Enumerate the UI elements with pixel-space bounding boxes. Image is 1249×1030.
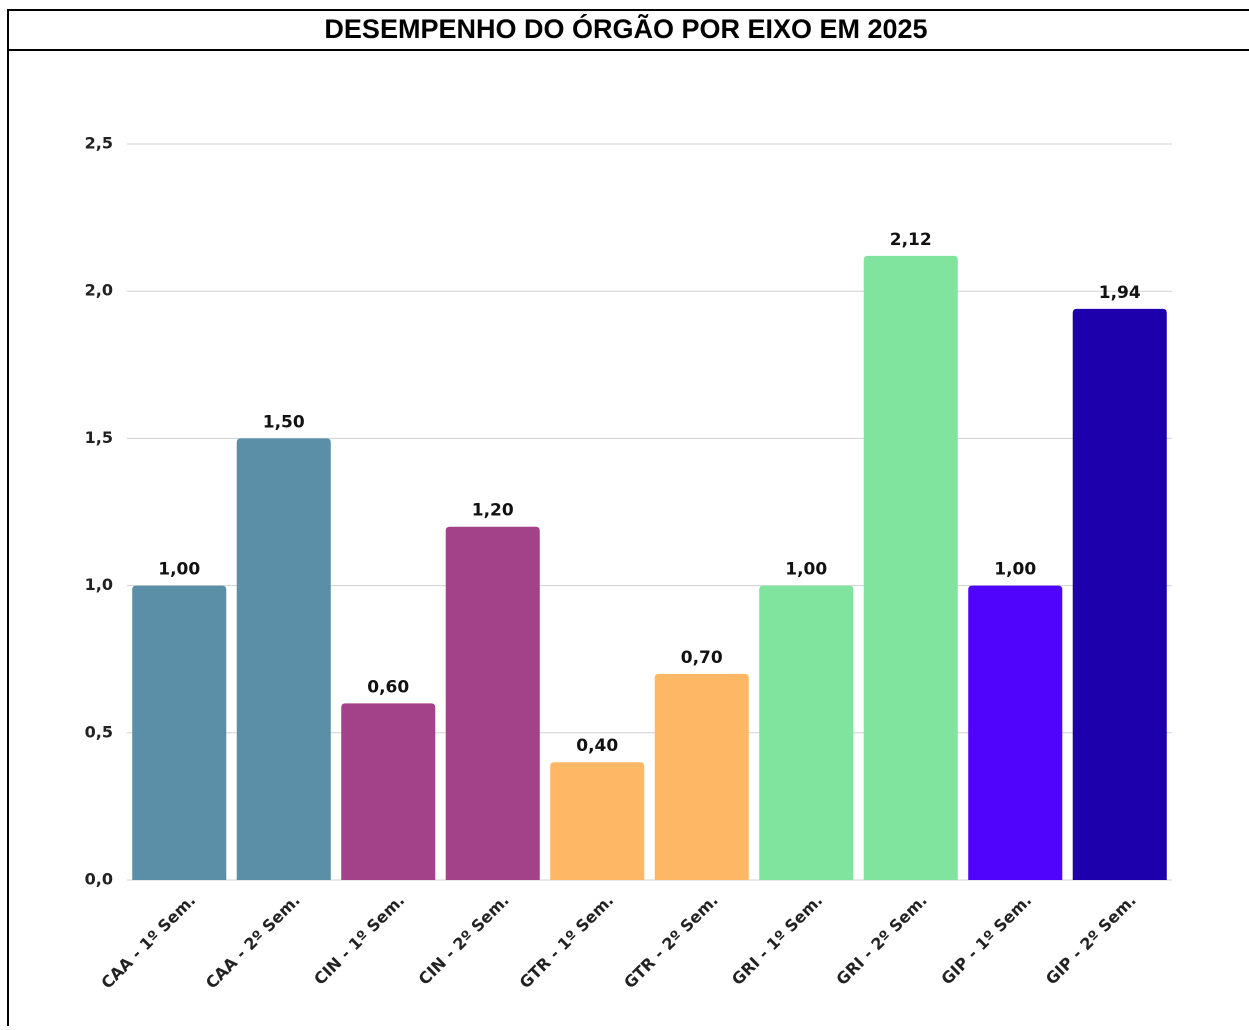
y-tick-label: 0,5 (85, 722, 113, 741)
bar (132, 585, 227, 880)
bar (550, 762, 645, 880)
x-tick-label: GRI - 2º Sem. (832, 891, 930, 989)
x-tick-label: GRI - 1º Sem. (728, 891, 826, 989)
frame (7, 9, 1249, 1030)
bar (445, 526, 540, 880)
value-label: 0,40 (576, 736, 618, 756)
y-tick-label: 0,0 (85, 870, 113, 889)
bar (759, 585, 854, 880)
bar (968, 585, 1063, 880)
x-tick-label: GIP - 1º Sem. (937, 891, 1035, 989)
value-label: 0,70 (681, 648, 723, 668)
x-tick-label: GIP - 2º Sem. (1042, 891, 1140, 989)
y-tick-label: 1,0 (85, 575, 113, 594)
value-label: 2,12 (890, 230, 932, 250)
x-tick-label: CAA - 2º Sem. (202, 891, 304, 993)
x-tick-label: CIN - 2º Sem. (415, 891, 513, 989)
value-label: 0,60 (367, 677, 409, 697)
x-tick-label: CAA - 1º Sem. (97, 891, 199, 993)
value-label: 1,00 (994, 560, 1036, 580)
y-tick-label: 1,5 (85, 428, 113, 447)
bar (236, 438, 331, 880)
value-label: 1,00 (785, 560, 827, 580)
x-tick-label: GTR - 2º Sem. (620, 891, 722, 993)
chart-title: DESEMPENHO DO ÓRGÃO POR EIXO EM 2025 (324, 13, 927, 44)
value-label: 1,50 (263, 412, 305, 432)
bar (654, 673, 749, 880)
y-tick-label: 2,5 (85, 134, 113, 153)
bar (1072, 308, 1167, 880)
bar (863, 255, 958, 880)
x-tick-label: GTR - 1º Sem. (516, 891, 618, 993)
y-tick-label: 2,0 (85, 281, 113, 300)
value-label: 1,94 (1099, 283, 1141, 303)
value-label: 1,20 (472, 501, 514, 521)
x-tick-label: CIN - 1º Sem. (310, 891, 408, 989)
bar (341, 703, 436, 880)
value-label: 1,00 (158, 560, 200, 580)
